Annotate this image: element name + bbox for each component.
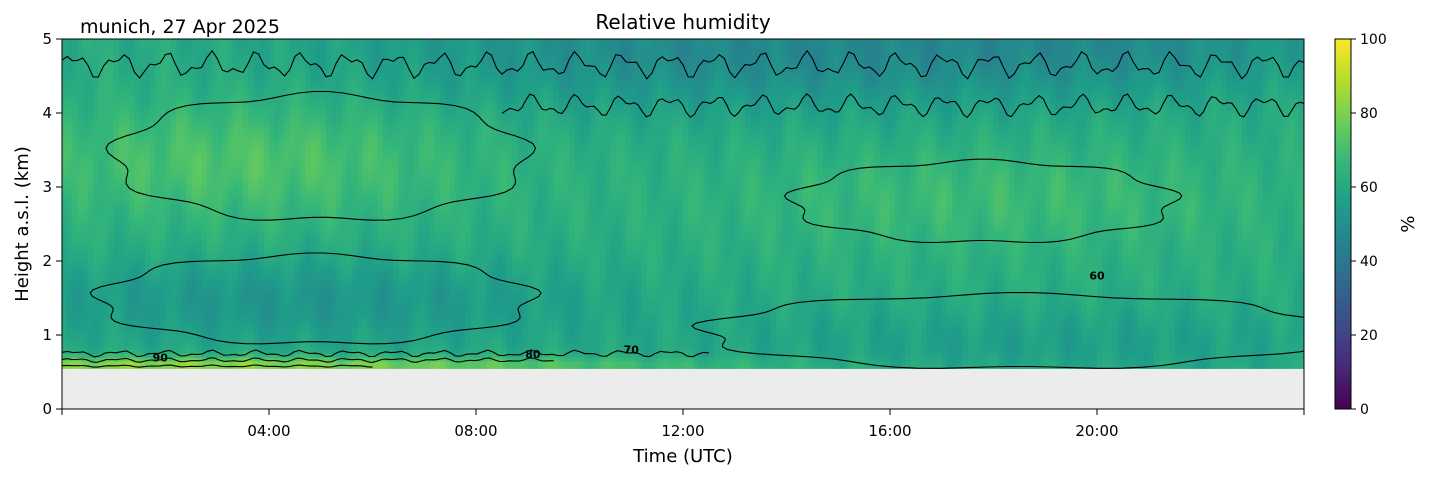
- contour-evening-moist-layer: [783, 158, 1183, 244]
- humidity-field: [62, 39, 1304, 369]
- chart-title: Relative humidity: [595, 10, 770, 34]
- x-axis: 04:00 08:00 12:00 16:00 20:00: [61, 409, 1305, 440]
- x-tick-label-1: 08:00: [454, 422, 497, 440]
- colorbar-tick-label-2: 40: [1360, 254, 1378, 270]
- contour-morning-moist-layer: [105, 90, 537, 221]
- x-tick-label-2: 12:00: [661, 422, 704, 440]
- contour-upper-a: [62, 49, 1304, 80]
- contour-labels: 90 80 70 60: [153, 270, 1105, 365]
- contour-upper-b: [501, 93, 1304, 119]
- x-axis-title: Time (UTC): [632, 446, 733, 467]
- x-tick-label-4: 20:00: [1075, 422, 1118, 440]
- contour-label-2: 70: [624, 344, 640, 357]
- colorbar: [1334, 38, 1352, 410]
- y-tick-label-4: 4: [42, 104, 52, 122]
- location-date-label: munich, 27 Apr 2025: [80, 16, 280, 38]
- y-axis: 0 1 2 3 4 5: [42, 30, 62, 418]
- colorbar-tick-label-0: 0: [1360, 402, 1369, 418]
- x-tick-label-3: 16:00: [868, 422, 911, 440]
- y-tick-label-5: 5: [42, 30, 52, 48]
- colorbar-tick-label-4: 80: [1360, 106, 1378, 122]
- y-tick-label-3: 3: [42, 178, 52, 196]
- contour-lines: [62, 49, 1304, 369]
- y-tick-label-0: 0: [42, 400, 52, 418]
- colorbar-label: %: [1398, 215, 1419, 232]
- y-tick-label-2: 2: [42, 252, 52, 270]
- contour-morning-dry-layer: [89, 252, 542, 345]
- y-tick-label-1: 1: [42, 326, 52, 344]
- contour-low-b: [62, 357, 554, 364]
- colorbar-tick-label-3: 60: [1360, 180, 1378, 196]
- colorbar-tick-label-5: 100: [1360, 32, 1387, 48]
- contour-evening-dry-layer: [690, 292, 1304, 369]
- contour-label-3: 60: [1089, 270, 1105, 283]
- y-axis-title: Height a.s.l. (km): [12, 146, 33, 302]
- contour-label-1: 80: [525, 348, 541, 361]
- colorbar-ticks: 0 20 40 60 80 100: [1351, 32, 1387, 418]
- contour-low-c: [62, 364, 373, 368]
- contour-label-0: 90: [153, 352, 169, 365]
- colorbar-tick-label-1: 20: [1360, 328, 1378, 344]
- contour-low-a: [62, 349, 709, 358]
- x-tick-label-0: 04:00: [247, 422, 290, 440]
